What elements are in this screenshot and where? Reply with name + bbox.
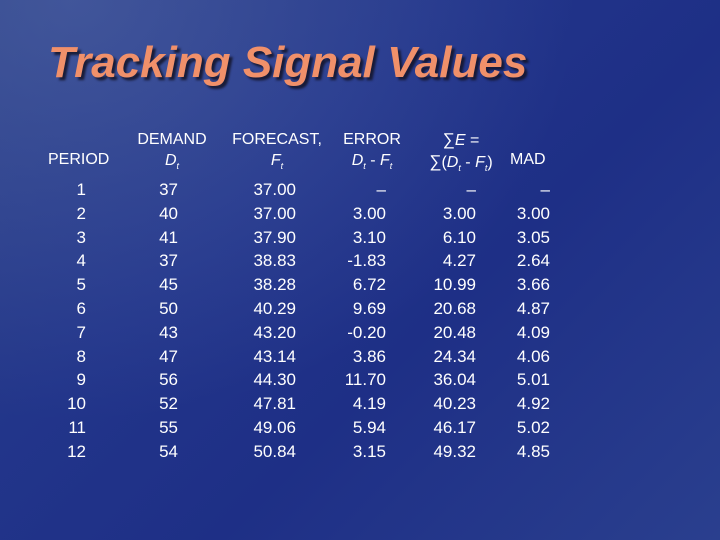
table-cell: 3.00	[352, 203, 386, 223]
table-cell: 36.04	[433, 370, 476, 390]
table-cell: 54	[159, 441, 178, 461]
table-cell: 4.19	[352, 394, 386, 414]
header-period-label: PERIOD	[48, 151, 110, 168]
table-cell: 40.29	[253, 298, 296, 318]
table-cell: 37.00	[253, 180, 296, 199]
table-cell: 49.06	[253, 417, 296, 437]
table-cell: 47	[159, 346, 178, 366]
table-cell: 50.84	[253, 441, 296, 461]
table-cell: 3.05	[516, 227, 550, 247]
header-demand: DEMAND Dt	[136, 129, 208, 177]
table-cell: 37	[159, 180, 178, 199]
column-period: 1 2 3 4 5 6 7 8 9 10 11 12	[40, 178, 86, 464]
header-cumulative-error: ∑E = ∑(Dt - Ft)	[420, 129, 502, 179]
table-cell: 11	[68, 417, 86, 437]
header-cumulative-error-line2: ∑(Dt - Ft)	[429, 152, 493, 174]
table-cell: 5.01	[516, 370, 550, 390]
header-mad: MAD	[510, 149, 546, 170]
table-cell: 38.83	[253, 251, 296, 271]
table-cell: 4.87	[516, 298, 550, 318]
table-cell: 5.02	[516, 417, 550, 437]
table-cell: 12	[67, 441, 86, 461]
table-cell: 45	[159, 275, 178, 295]
table-cell: 52	[159, 394, 178, 414]
table-cell: 6.10	[442, 227, 476, 247]
table-cell: 47.81	[253, 394, 296, 414]
table-cell: 6.72	[352, 275, 386, 295]
table-cell: 1	[76, 180, 86, 199]
table-cell: 9	[76, 370, 86, 390]
table-cell: 4.92	[516, 394, 550, 414]
column-cumulative-error: – 3.00 6.10 4.27 10.99 20.68 20.48 24.34 36.04 40…	[410, 178, 476, 464]
table-cell: 37	[159, 251, 178, 271]
table-cell: 3.66	[516, 275, 550, 295]
header-period: PERIOD	[48, 149, 109, 170]
table-cell: 56	[159, 370, 178, 390]
table-cell: –	[540, 180, 550, 199]
table-cell: 4.09	[516, 322, 550, 342]
table-cell: –	[376, 180, 386, 199]
table-cell: 43	[159, 322, 178, 342]
table-cell: -0.20	[347, 322, 386, 342]
table-cell: 55	[159, 417, 178, 437]
table-cell: 2.64	[516, 251, 550, 271]
table-cell: 6	[76, 298, 86, 318]
table-cell: 20.68	[433, 298, 476, 318]
header-forecast-label: FORECAST,	[232, 131, 322, 148]
table-cell: 10	[67, 394, 86, 414]
table-cell: 40	[159, 203, 178, 223]
table-cell: 20.48	[433, 322, 476, 342]
table-cell: 10.99	[433, 275, 476, 295]
table-cell: 8	[76, 346, 86, 366]
table-cell: 40.23	[433, 394, 476, 414]
table-cell: 43.14	[253, 346, 296, 366]
table-cell: 3	[76, 227, 86, 247]
table-cell: 3.00	[516, 203, 550, 223]
table-cell: 41	[159, 227, 178, 247]
column-demand: 37 40 41 37 45 50 43 47 56 52 55 54	[130, 178, 178, 464]
header-forecast: FORECAST, Ft	[228, 129, 326, 177]
header-demand-symbol: Dt	[164, 152, 180, 172]
header-error: ERROR Dt - Ft	[338, 129, 406, 177]
table-cell: 3.86	[352, 346, 386, 366]
slide-title: Tracking Signal Values	[48, 38, 528, 87]
table-cell: 3.15	[352, 441, 386, 461]
table-cell: 3.00	[442, 203, 476, 223]
table-cell: 7	[76, 322, 86, 342]
table-cell: 3.10	[352, 227, 386, 247]
column-forecast: 37.00 37.00 37.90 38.83 38.28 40.29 43.20 43.14…	[230, 178, 296, 464]
table-cell: -1.83	[347, 251, 386, 271]
table-cell: 43.20	[253, 322, 296, 342]
header-error-formula: Dt - Ft	[351, 152, 393, 172]
table-cell: 11.70	[344, 370, 386, 390]
table-cell: 5	[76, 275, 86, 295]
table-cell: 37.00	[253, 203, 296, 223]
column-mad: – 3.00 3.05 2.64 3.66 4.87 4.09 4.06 5.01 4.92 5.0…	[496, 178, 550, 464]
table-cell: 50	[159, 298, 178, 318]
table-cell: 9.69	[352, 298, 386, 318]
table-cell: 46.17	[433, 417, 476, 437]
table-cell: –	[466, 180, 476, 199]
table-cell: 2	[76, 203, 86, 223]
table-cell: 4.27	[442, 251, 476, 271]
table-cell: 5.94	[352, 417, 386, 437]
header-forecast-symbol: Ft	[270, 152, 284, 172]
header-mad-label: MAD	[510, 151, 546, 168]
table-cell: 4.85	[516, 441, 550, 461]
table-cell: 24.34	[433, 346, 476, 366]
table-cell: 4	[76, 251, 86, 271]
header-cumulative-error-line1: ∑E =	[442, 130, 480, 149]
table-cell: 44.30	[253, 370, 296, 390]
column-error: – 3.00 3.10 -1.83 6.72 9.69 -0.20 3.86 11.70 4.19…	[310, 178, 386, 464]
table-cell: 37.90	[253, 227, 296, 247]
table-cell: 4.06	[516, 346, 550, 366]
table-cell: 49.32	[433, 441, 476, 461]
table-cell: 38.28	[253, 275, 296, 295]
header-error-label: ERROR	[343, 131, 401, 148]
header-demand-label: DEMAND	[137, 131, 207, 148]
